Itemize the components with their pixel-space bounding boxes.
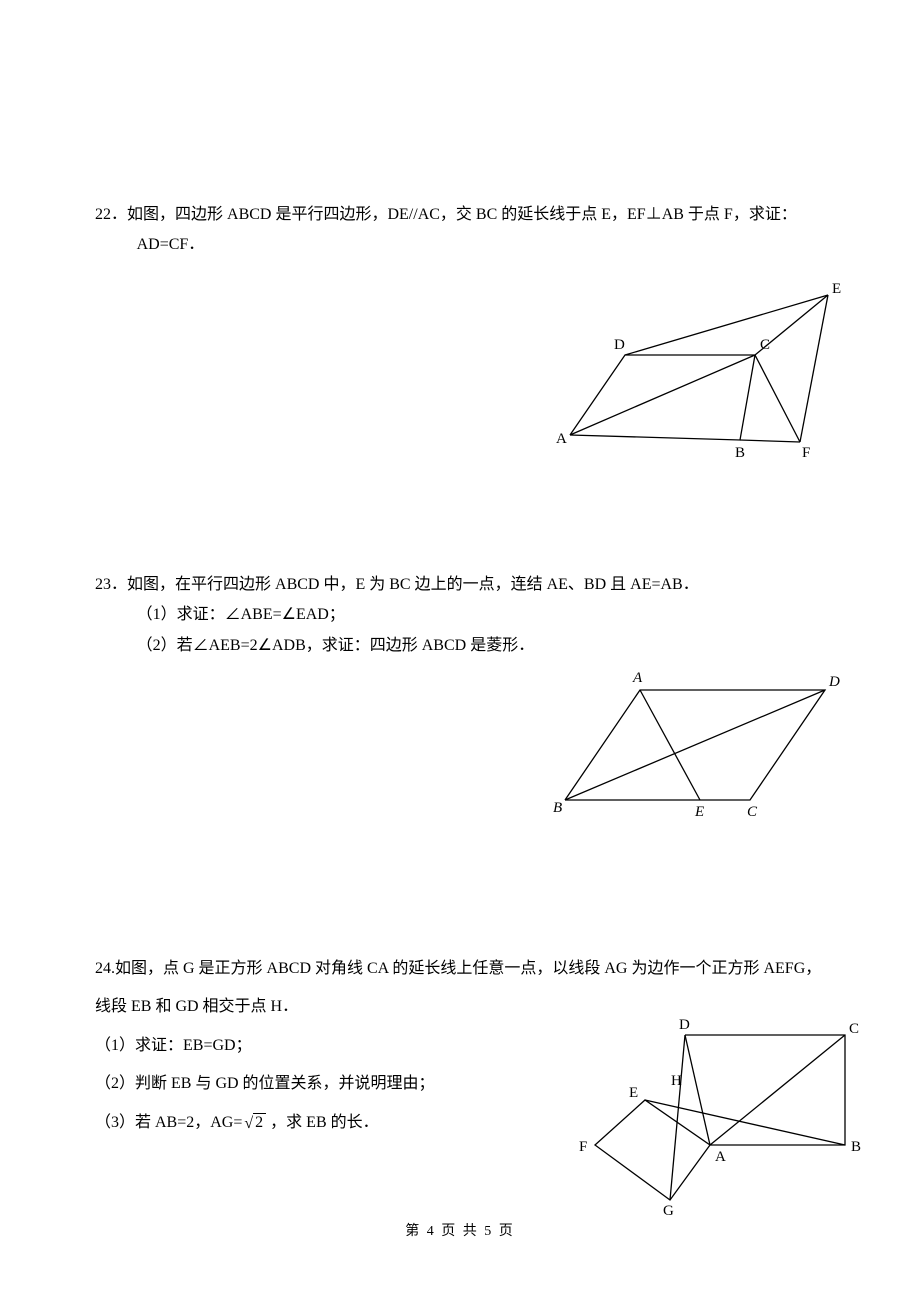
svg-text:C: C xyxy=(849,1021,859,1037)
svg-text:B: B xyxy=(553,800,562,816)
q24-sub3-prefix: （3）若 AB=2，AG= xyxy=(95,1114,242,1131)
q23-sub1: （1）求证：∠ABE=∠EAD； xyxy=(95,600,835,630)
svg-text:H: H xyxy=(671,1073,682,1089)
q24-sub3-suffix: ，求 EB 的长． xyxy=(266,1114,378,1131)
svg-text:C: C xyxy=(747,804,758,820)
q24-number: 24. xyxy=(95,960,115,977)
sqrt-icon: 2 xyxy=(242,1104,266,1142)
q24-line1-wrap: 24.如图，点 G 是正方形 ABCD 对角线 CA 的延长线上任意一点，以线段… xyxy=(95,950,835,988)
svg-text:A: A xyxy=(715,1149,726,1165)
svg-text:G: G xyxy=(663,1203,674,1215)
svg-text:C: C xyxy=(760,337,770,353)
q23-sub2: （2）若∠AEB=2∠ADB，求证：四边形 ABCD 是菱形． xyxy=(95,631,835,661)
svg-text:F: F xyxy=(579,1139,587,1155)
q24-svg: D C B A E F G H xyxy=(555,1015,875,1215)
q24-figure: D C B A E F G H xyxy=(555,1015,875,1215)
svg-text:E: E xyxy=(832,281,841,297)
q23-text: 23．如图，在平行四边形 ABCD 中，E 为 BC 边上的一点，连结 AE、B… xyxy=(95,570,835,661)
svg-text:F: F xyxy=(802,445,810,461)
q24-sub3-rad: 2 xyxy=(253,1113,266,1131)
document-page: 22．如图，四边形 ABCD 是平行四边形，DE//AC，交 BC 的延长线于点… xyxy=(0,0,920,1302)
svg-text:E: E xyxy=(694,804,704,820)
svg-text:A: A xyxy=(632,670,643,686)
svg-text:D: D xyxy=(828,674,840,690)
q23-line1: 如图，在平行四边形 ABCD 中，E 为 BC 边上的一点，连结 AE、BD 且… xyxy=(127,576,699,593)
q22-line1: 如图，四边形 ABCD 是平行四边形，DE//AC，交 BC 的延长线于点 E，… xyxy=(127,206,797,223)
q22-figure: A D C E B F xyxy=(530,275,850,465)
svg-text:B: B xyxy=(851,1139,861,1155)
q23-figure: A D B E C xyxy=(535,660,855,820)
svg-text:D: D xyxy=(679,1017,690,1033)
q22-text: 22．如图，四边形 ABCD 是平行四边形，DE//AC，交 BC 的延长线于点… xyxy=(95,200,835,261)
q23-svg: A D B E C xyxy=(535,660,855,820)
svg-text:A: A xyxy=(556,431,567,447)
q22-line2: AD=CF． xyxy=(95,230,835,260)
q22-number: 22． xyxy=(95,206,127,223)
q22-svg: A D C E B F xyxy=(530,275,850,465)
page-footer: 第 4 页 共 5 页 xyxy=(0,1220,920,1240)
svg-text:B: B xyxy=(735,445,745,461)
svg-text:E: E xyxy=(629,1085,638,1101)
svg-text:D: D xyxy=(614,337,625,353)
q24-line1: 如图，点 G 是正方形 ABCD 对角线 CA 的延长线上任意一点，以线段 AG… xyxy=(115,960,821,977)
q23-number: 23． xyxy=(95,576,127,593)
